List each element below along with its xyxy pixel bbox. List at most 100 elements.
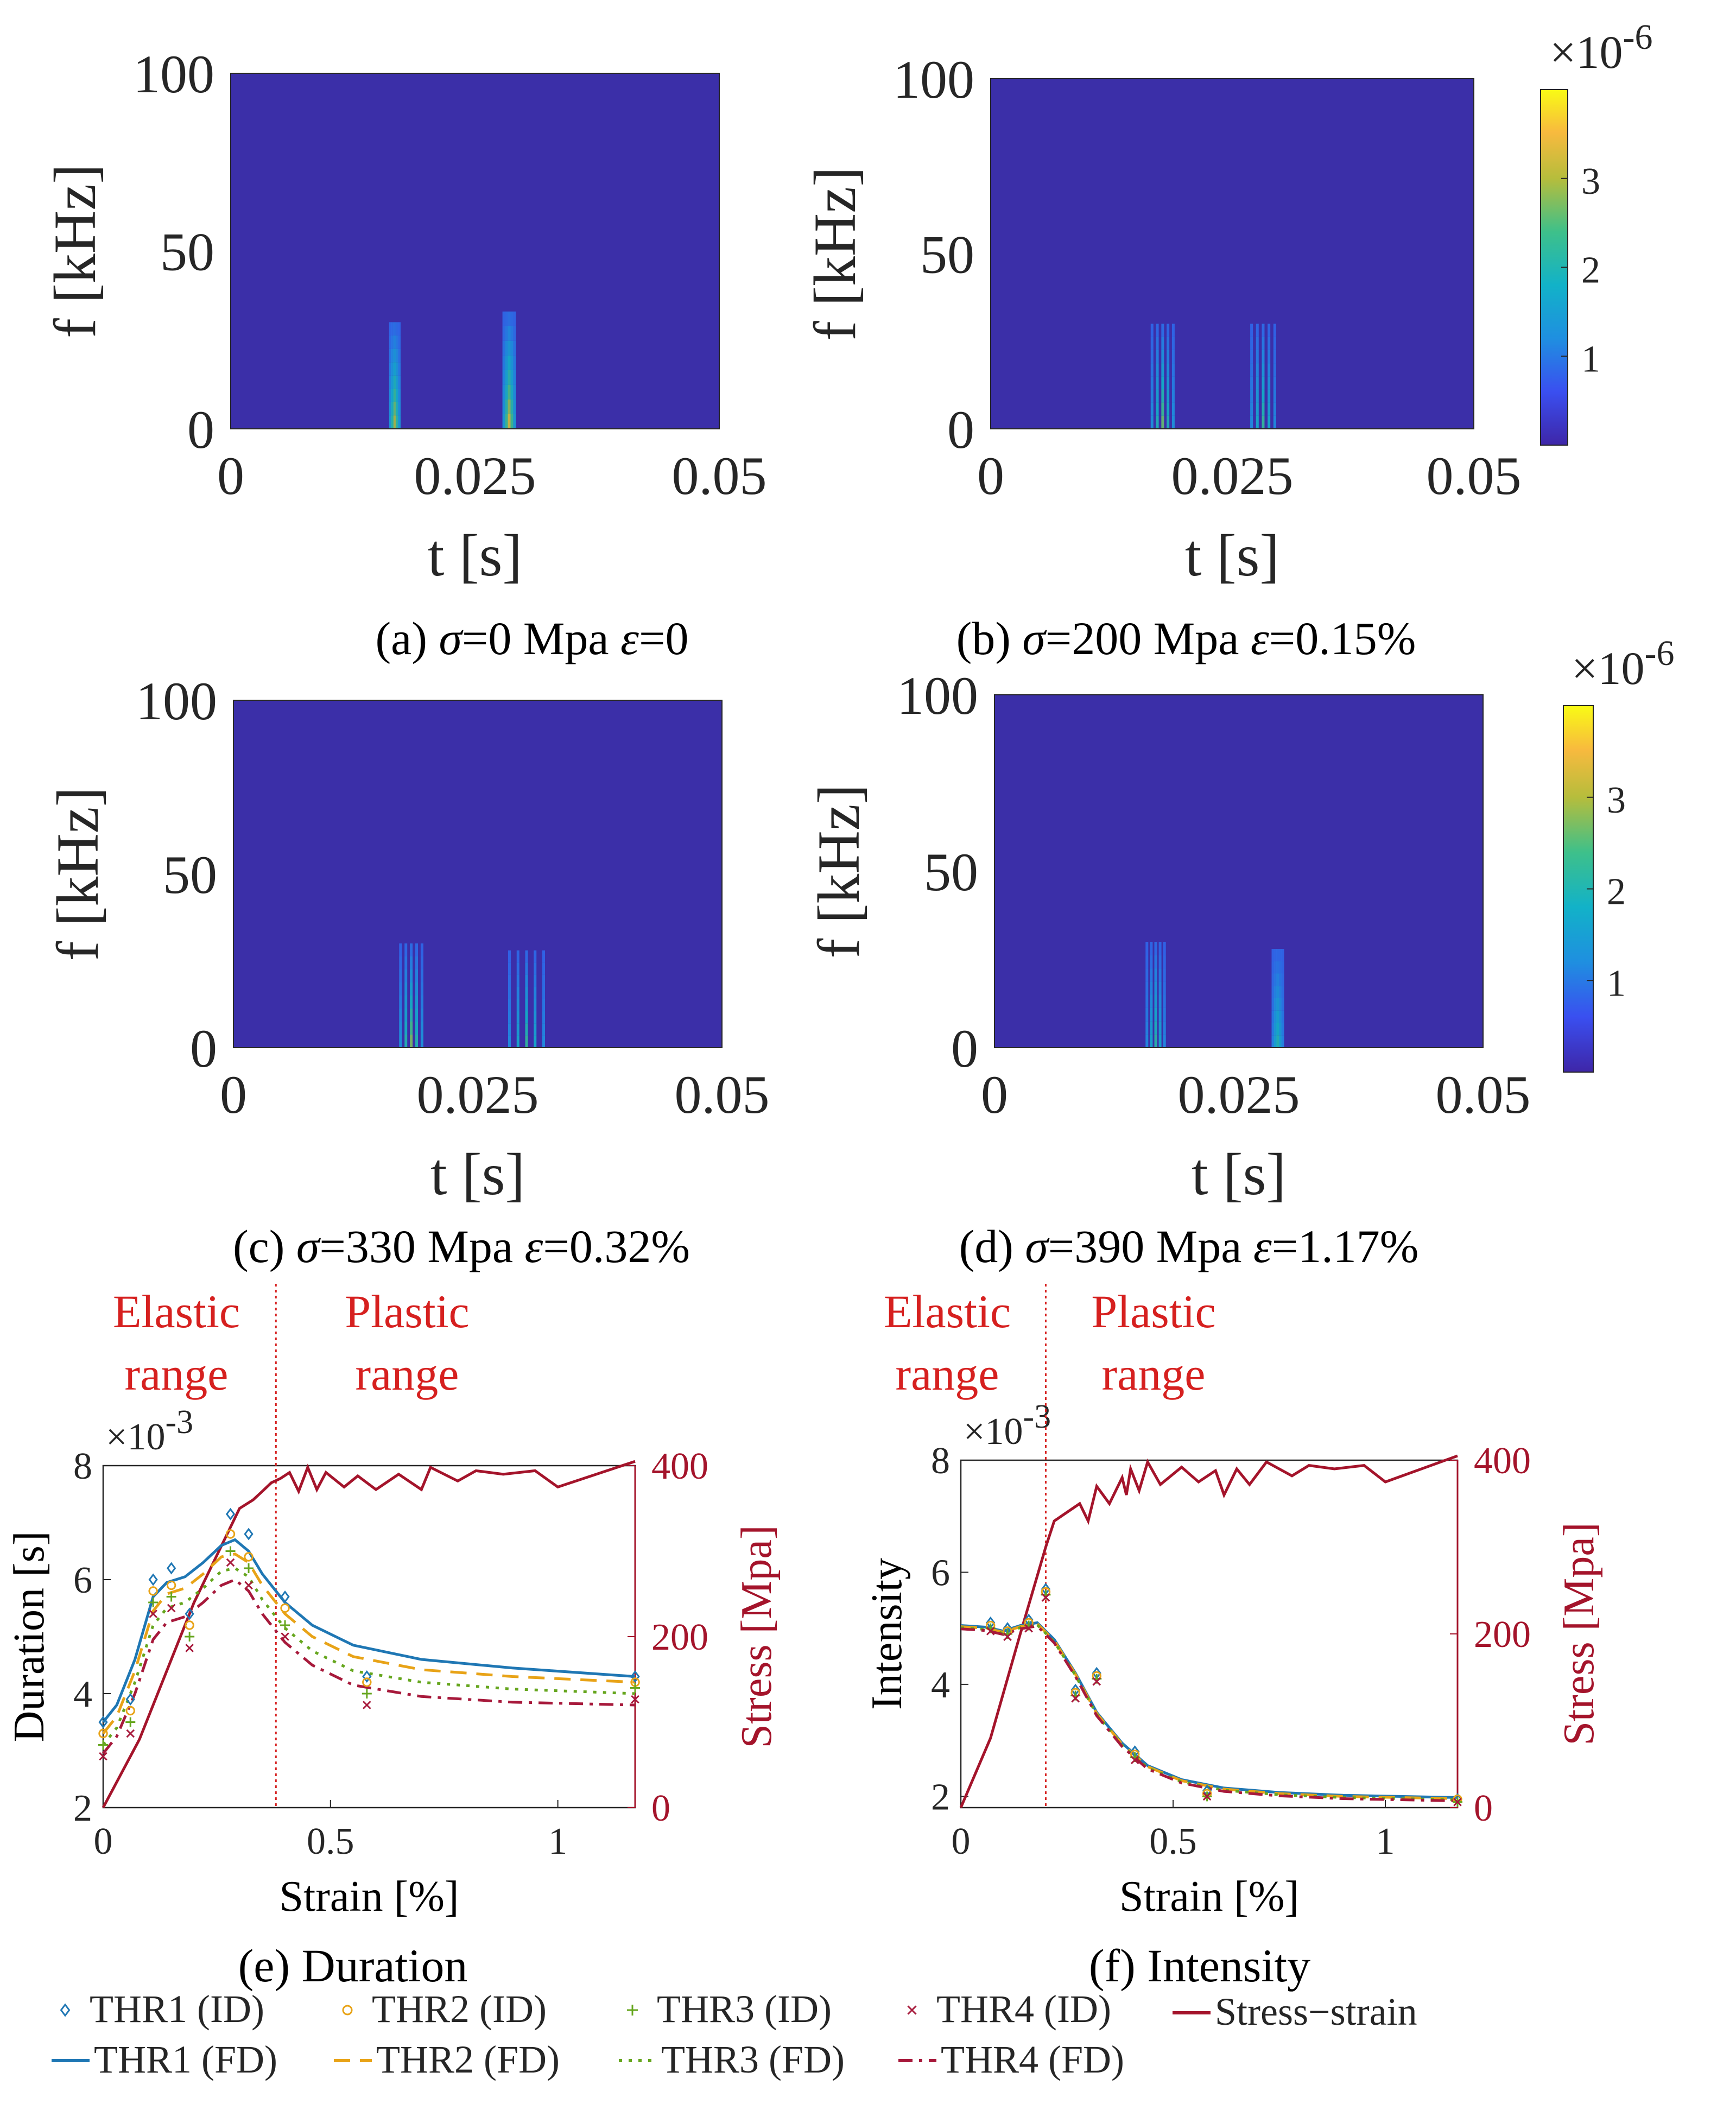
burst-streak xyxy=(1154,1007,1157,1022)
burst-streak xyxy=(1154,1021,1157,1035)
burst-streak xyxy=(1256,389,1259,403)
multiplier-exponent: -3 xyxy=(165,1404,193,1441)
marker-circle xyxy=(225,1529,236,1539)
burst-streak xyxy=(508,1035,511,1048)
y-tick-label: 0 xyxy=(190,1018,217,1079)
legend-item: THR2 (ID) xyxy=(342,1987,547,2031)
burst-streak xyxy=(508,384,511,400)
burst-streak xyxy=(516,1023,519,1036)
burst-streak xyxy=(399,1035,402,1048)
x-tick-label: 0.025 xyxy=(1171,446,1294,506)
burst-streak xyxy=(398,348,401,363)
y-axis-label: f [kHz] xyxy=(802,167,868,341)
marker-circle xyxy=(244,1552,254,1562)
plot-frame xyxy=(102,1465,636,1809)
burst-streak xyxy=(1171,324,1175,337)
multiplier-exponent: -3 xyxy=(1023,1398,1051,1435)
burst-streak xyxy=(534,962,537,975)
burst-streak xyxy=(502,340,505,356)
id-markers-thr3 xyxy=(98,1546,640,1750)
burst-streak xyxy=(1163,994,1166,1008)
burst-streak xyxy=(1279,961,1282,974)
burst-streak xyxy=(1281,961,1284,974)
burst-streak xyxy=(1274,949,1277,961)
x-tick-label: 0.025 xyxy=(1178,1064,1300,1125)
burst-streak xyxy=(505,311,508,326)
y-tick-label: 2 xyxy=(931,1776,950,1818)
burst-streak xyxy=(389,389,392,402)
burst-streak xyxy=(508,987,511,999)
burst-streak xyxy=(1150,1021,1153,1035)
y-tick-label: 50 xyxy=(160,222,214,282)
caption-part: (b) xyxy=(956,612,1023,664)
marker-diamond xyxy=(185,1607,194,1620)
burst-streak xyxy=(398,362,401,376)
burst-streak xyxy=(1276,1023,1279,1036)
burst-streak xyxy=(389,348,392,363)
burst-streak xyxy=(516,950,519,963)
burst-streak xyxy=(1250,363,1253,377)
burst-streak xyxy=(404,1022,408,1035)
burst-streak xyxy=(1158,1034,1162,1048)
marker-plus xyxy=(98,1740,108,1750)
burst-streak xyxy=(1167,363,1170,377)
burst-streak xyxy=(1150,968,1153,982)
caption-part: (a) xyxy=(376,612,439,664)
marker-circle xyxy=(362,1677,372,1687)
y2-axis-label: Stress [Mpa] xyxy=(1555,1522,1603,1745)
heatmap-c: 0 50 100 0 0.025 0.05 t [s] f [kHz] (c) σ=330 Mp… xyxy=(45,671,770,1272)
burst-streak xyxy=(1274,1010,1277,1023)
y-tick-label: 100 xyxy=(897,666,978,726)
burst-streak xyxy=(534,999,537,1011)
burst-streak xyxy=(410,1009,413,1022)
burst-streak xyxy=(399,996,402,1009)
caption-part: ε xyxy=(524,1220,543,1272)
burst-streak xyxy=(1161,389,1164,403)
burst-streak xyxy=(534,1035,537,1048)
burst-streak xyxy=(508,399,511,414)
burst-streak xyxy=(1271,973,1275,986)
burst-streak xyxy=(502,326,505,341)
burst-streak xyxy=(415,1035,418,1048)
burst-streak xyxy=(389,415,392,429)
marker-x xyxy=(631,1695,639,1704)
burst-streak xyxy=(1262,389,1265,403)
x-axis-label: t [s] xyxy=(1185,522,1279,588)
burst-streak xyxy=(1154,968,1157,982)
burst-streak xyxy=(399,943,402,956)
burst-streak xyxy=(1262,363,1265,377)
burst-streak xyxy=(391,362,394,376)
colorbar-multiplier: ×10-6 xyxy=(1550,17,1653,78)
y2-tick-label: 0 xyxy=(651,1788,670,1829)
id-markers-thr3 xyxy=(985,1589,1462,1807)
burst-streak xyxy=(415,1022,418,1035)
marker-diamond xyxy=(225,1507,236,1520)
x-tick-label: 0.05 xyxy=(1427,446,1522,506)
y-tick-label: 50 xyxy=(924,842,978,902)
axis-multiplier: ×10-3 xyxy=(964,1398,1051,1453)
burst-streak xyxy=(1262,376,1265,390)
burst-streak xyxy=(393,362,396,376)
axis-multiplier: ×10-3 xyxy=(106,1404,193,1458)
burst-streak xyxy=(525,1011,528,1024)
burst-streak xyxy=(1161,376,1164,390)
burst-streak xyxy=(1273,376,1276,390)
burst-streak xyxy=(410,996,413,1009)
fd-line-thr3 xyxy=(102,1567,636,1746)
x-axis-label: t [s] xyxy=(428,522,522,588)
x-tick-label: 0 xyxy=(952,1821,971,1862)
burst-1 xyxy=(1271,949,1284,1048)
fd-line-thr4 xyxy=(960,1624,1458,1803)
burst-streak xyxy=(1250,402,1253,416)
x-tick-label: 0 xyxy=(977,446,1004,506)
multiplier-exponent: -6 xyxy=(1623,17,1653,57)
burst-streak xyxy=(1171,363,1175,377)
burst-streak xyxy=(1279,1023,1282,1036)
burst-streak xyxy=(395,322,398,336)
caption-part: =0 xyxy=(639,612,689,664)
burst-streak xyxy=(398,415,401,429)
burst-streak xyxy=(415,943,418,956)
x-tick-label: 0.5 xyxy=(1149,1821,1197,1862)
heatmap-b: 0 50 100 0 0.025 0.05 t [s] f [kHz] (b) σ=200 Mp… xyxy=(802,17,1653,664)
